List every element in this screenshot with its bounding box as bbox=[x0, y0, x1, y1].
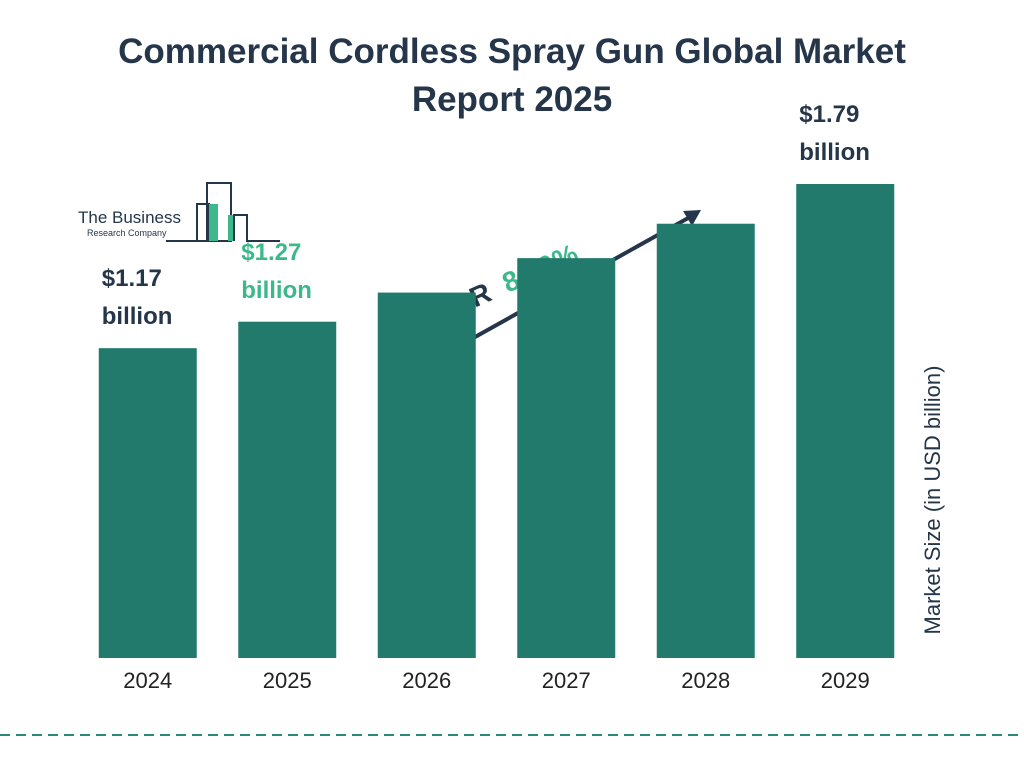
x-tick-label: 2024 bbox=[123, 668, 172, 693]
value-label: $1.27 billion bbox=[241, 238, 312, 304]
bar bbox=[656, 223, 755, 658]
x-tick-label: 2028 bbox=[681, 668, 730, 693]
y-axis-label: Market Size (in USD billion) bbox=[920, 366, 945, 635]
chart-title: Commercial Cordless Spray Gun Global Mar… bbox=[118, 32, 906, 119]
logo-subtext: Research Company bbox=[87, 228, 167, 238]
x-tick-label: 2029 bbox=[821, 668, 870, 693]
bar bbox=[517, 258, 616, 658]
bar bbox=[238, 321, 337, 658]
x-tick-label: 2027 bbox=[542, 668, 591, 693]
logo-text: The Business bbox=[78, 208, 181, 227]
bar bbox=[98, 348, 197, 658]
bar bbox=[796, 184, 895, 658]
value-label: $1.79 billion bbox=[799, 101, 870, 166]
x-tick-label: 2026 bbox=[402, 668, 451, 693]
value-label: $1.17 billion bbox=[101, 265, 173, 331]
arrow-head bbox=[683, 210, 701, 226]
bar bbox=[377, 292, 476, 658]
logo: The Business Research Company bbox=[78, 182, 280, 242]
x-tick-label: 2025 bbox=[263, 668, 312, 693]
